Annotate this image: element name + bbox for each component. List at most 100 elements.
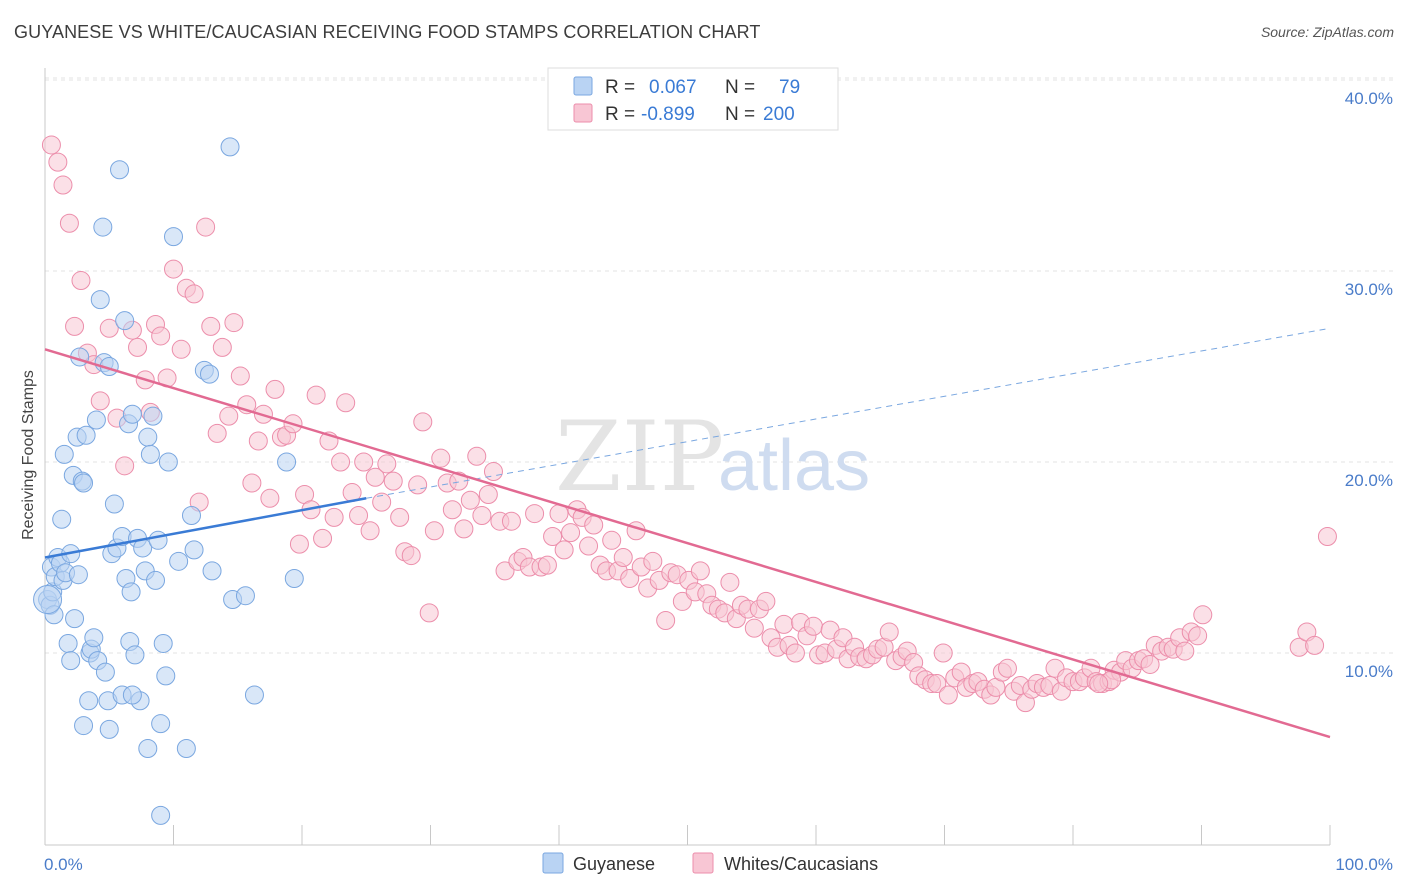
data-point-whites (501, 511, 521, 531)
data-point-whites (997, 658, 1017, 678)
legend-label-guyanese: Guyanese (573, 854, 655, 874)
data-point-whites (313, 528, 333, 548)
data-point-whites (354, 452, 374, 472)
data-point-guyanese (138, 427, 158, 447)
y-tick-labels: 10.0% 20.0% 30.0% 40.0% (1345, 89, 1393, 681)
data-point-guyanese (277, 452, 297, 472)
data-point-guyanese (158, 452, 178, 472)
data-point-whites (478, 484, 498, 504)
data-point-guyanese (68, 565, 88, 585)
data-point-guyanese (93, 217, 113, 237)
legend-swatch-guyanese (542, 852, 564, 874)
data-point-whites (803, 616, 823, 636)
data-point-guyanese (79, 691, 99, 711)
data-point-guyanese (151, 805, 171, 825)
data-point-whites (336, 393, 356, 413)
data-point-whites (289, 534, 309, 554)
data-point-whites (584, 515, 604, 535)
data-point-guyanese (244, 685, 264, 705)
stats-r-label-whites: R = (605, 104, 635, 125)
data-point-whites (242, 473, 262, 493)
data-point-whites (90, 391, 110, 411)
x-tick-label: 0.0% (44, 855, 83, 874)
data-point-guyanese (122, 685, 142, 705)
stats-n-value-whites: 200 (763, 104, 795, 125)
data-point-whites (720, 572, 740, 592)
legend-label-whites: Whites/Caucasians (724, 854, 878, 874)
data-point-whites (128, 337, 148, 357)
data-point-whites (151, 326, 171, 346)
data-point-whites (879, 622, 899, 642)
data-point-whites (207, 423, 227, 443)
stats-n-label-whites: N = (725, 104, 755, 125)
data-point-whites (690, 561, 710, 581)
data-point-whites (71, 271, 91, 291)
data-point-guyanese (122, 404, 142, 424)
trend-line-whites (44, 348, 1331, 739)
data-point-whites (756, 591, 776, 611)
data-point-whites (164, 259, 183, 279)
data-point-guyanese (146, 570, 166, 590)
data-point-whites (656, 611, 676, 631)
watermark-zip: ZIP (555, 401, 724, 513)
data-point-whites (59, 213, 79, 233)
data-point-whites (1089, 674, 1109, 694)
data-point-guyanese (86, 410, 106, 430)
trend-lines (44, 327, 1331, 739)
stats-n-label-guyanese: N = (725, 77, 755, 98)
data-point-whites (349, 505, 369, 525)
data-point-guyanese (110, 160, 130, 180)
stats-r-label-guyanese: R = (605, 77, 635, 98)
data-point-guyanese (284, 569, 304, 589)
data-point-whites (53, 175, 73, 195)
y-tick-label: 20.0% (1345, 471, 1393, 490)
data-point-guyanese (153, 633, 173, 653)
data-point-guyanese (176, 739, 196, 758)
data-point-whites (324, 507, 344, 527)
data-point-whites (554, 540, 574, 560)
source-label: Source: ZipAtlas.com (1260, 24, 1394, 40)
data-point-whites (99, 318, 119, 338)
trend-line-guyanese-extension (366, 327, 1331, 499)
data-point-whites (306, 385, 326, 405)
data-point-guyanese (95, 662, 115, 682)
data-point-whites (933, 643, 953, 663)
data-point-whites (467, 446, 487, 466)
data-point-whites (65, 316, 85, 336)
data-point-guyanese (104, 494, 124, 514)
data-point-whites (537, 555, 557, 575)
data-point-whites (419, 603, 439, 623)
data-point-guyanese (61, 651, 81, 671)
data-point-whites (1305, 635, 1325, 655)
bottom-legend: Guyanese Whites/Caucasians (542, 852, 878, 874)
stats-legend-swatch-guyanese (573, 76, 593, 96)
data-point-guyanese (52, 509, 72, 529)
data-point-whites (495, 561, 515, 581)
gridlines (45, 77, 1395, 654)
x-tick-labels: 0.0% 100.0% (44, 855, 1393, 874)
data-point-guyanese (143, 406, 163, 426)
data-point-whites (184, 284, 204, 304)
series-whites-caucasians (41, 135, 1337, 713)
y-tick-label: 40.0% (1345, 89, 1393, 108)
trend-line-guyanese (44, 497, 367, 559)
data-point-whites (1175, 641, 1195, 661)
data-point-whites (48, 152, 68, 172)
data-point-guyanese (148, 530, 168, 550)
data-point-whites (1188, 626, 1208, 646)
watermark-atlas: atlas (718, 426, 870, 506)
data-point-whites (1140, 654, 1160, 674)
data-point-whites (442, 500, 462, 520)
data-point-guyanese (169, 551, 189, 571)
data-point-whites (774, 614, 794, 634)
data-point-guyanese (151, 714, 171, 734)
stats-r-value-guyanese: 0.067 (649, 77, 697, 98)
data-point-whites (785, 643, 805, 663)
data-point-guyanese (99, 719, 119, 739)
data-point-whites (424, 521, 444, 541)
data-point-guyanese (164, 227, 183, 247)
y-tick-label: 30.0% (1345, 280, 1393, 299)
data-point-guyanese (84, 628, 104, 648)
data-point-whites (390, 507, 410, 527)
